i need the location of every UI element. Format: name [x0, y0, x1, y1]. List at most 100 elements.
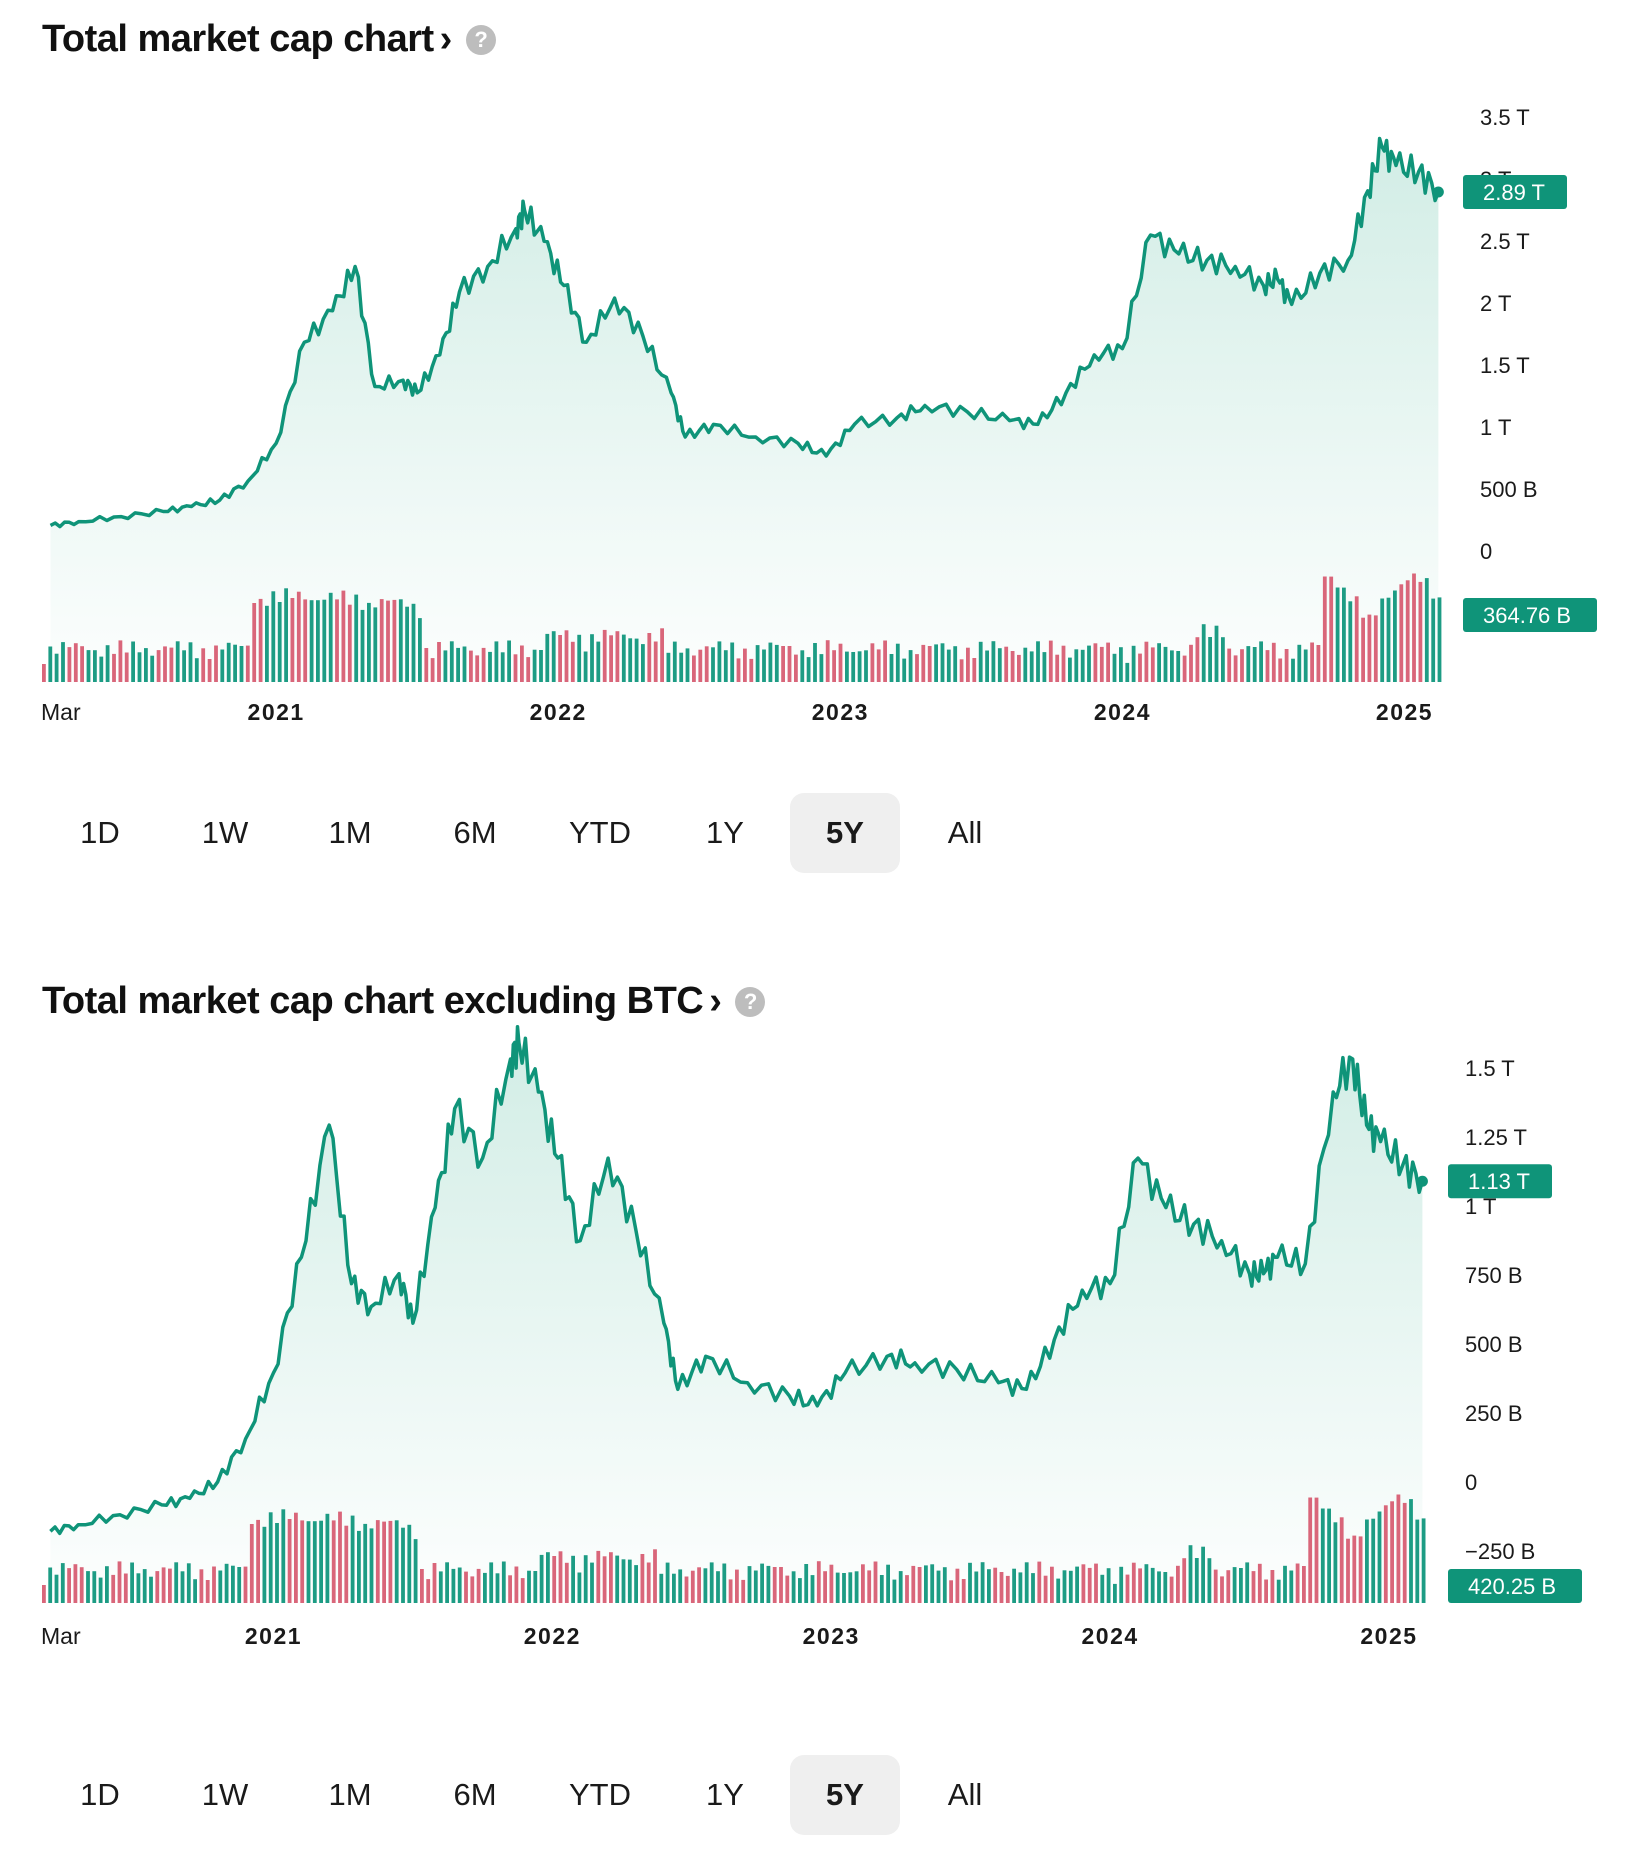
volume-bar — [640, 1554, 645, 1603]
volume-bar — [704, 646, 709, 682]
volume-bar — [331, 1520, 336, 1603]
volume-bar — [1233, 655, 1238, 682]
volume-bar — [917, 1567, 922, 1603]
volume-bar — [413, 1539, 418, 1603]
volume-bar — [449, 641, 454, 682]
volume-bar — [1361, 617, 1365, 682]
volume-bar — [379, 599, 384, 682]
timeframe-1m[interactable]: 1M — [328, 1777, 372, 1812]
volume-bar — [373, 607, 378, 682]
timeframe-1y[interactable]: 1Y — [706, 1777, 744, 1812]
volume-bar — [67, 1568, 71, 1603]
volume-bar — [779, 1567, 783, 1603]
volume-bar — [551, 631, 556, 682]
volume-bar — [319, 1520, 323, 1603]
volume-bar — [898, 1571, 903, 1603]
volume-bar — [1251, 1571, 1256, 1603]
volume-bar — [961, 1579, 966, 1603]
volume-bar — [832, 650, 836, 682]
volume-bar — [363, 1523, 368, 1603]
volume-bar — [985, 650, 989, 682]
volume-bar — [357, 1530, 361, 1603]
volume-bar — [1182, 1558, 1187, 1603]
volume-bar — [736, 658, 741, 682]
volume-bar — [268, 1512, 273, 1603]
volume-bar — [1380, 598, 1385, 682]
volume-bar — [953, 646, 958, 682]
volume-bar — [798, 1578, 802, 1603]
volume-bar — [375, 1520, 380, 1603]
timeframe-1d[interactable]: 1D — [80, 815, 120, 850]
volume-bar — [86, 650, 91, 682]
timeframe-6m[interactable]: 6M — [453, 815, 497, 850]
help-icon[interactable]: ? — [735, 986, 766, 1017]
volume-bar — [621, 1559, 626, 1603]
help-icon[interactable]: ? — [465, 24, 496, 55]
volume-bar — [124, 652, 129, 682]
volume-bar — [1284, 649, 1289, 682]
current-value-badge-text: 2.89 T — [1483, 180, 1545, 205]
volume-bar — [895, 643, 900, 682]
volume-bar — [1048, 640, 1053, 682]
volume-bar — [489, 1562, 494, 1603]
timeframe-1w[interactable]: 1W — [201, 815, 249, 850]
volume-bar — [861, 1564, 865, 1603]
timeframe-6m[interactable]: 6M — [453, 1777, 497, 1812]
volume-bar — [513, 654, 518, 682]
volume-bar — [457, 1567, 462, 1603]
timeframe-5y[interactable]: 5Y — [790, 793, 900, 873]
volume-bar — [296, 591, 301, 682]
timeframe-all[interactable]: All — [947, 1777, 983, 1812]
volume-bar — [1314, 1497, 1319, 1603]
volume-bar — [1074, 649, 1079, 682]
volume-bar — [1189, 644, 1193, 682]
volume-bar — [813, 643, 817, 682]
volume-bar — [1270, 1570, 1275, 1603]
timeframe-1d[interactable]: 1D — [80, 1777, 120, 1812]
volume-bar — [1346, 1538, 1350, 1603]
timeframe-selector: 1D 1W 1M 6M YTD 1Y 5Y All — [40, 793, 1030, 873]
timeframe-all[interactable]: All — [947, 815, 983, 850]
volume-bar — [1367, 614, 1372, 682]
volume-bar — [495, 1573, 500, 1603]
timeframe-1m[interactable]: 1M — [328, 815, 372, 850]
chart-title[interactable]: Total market cap chart excluding BTC › ? — [42, 980, 766, 1023]
timeframe-ytd[interactable]: YTD — [569, 1777, 631, 1812]
timeframe-ytd[interactable]: YTD — [569, 815, 631, 850]
timeframe-1y[interactable]: 1Y — [706, 815, 744, 850]
volume-value-badge-text: 420.25 B — [1468, 1574, 1556, 1599]
volume-bar — [842, 1573, 846, 1603]
chart-title-text[interactable]: Total market cap chart excluding BTC — [42, 980, 704, 1022]
volume-bar — [303, 599, 308, 682]
chevron-right-icon[interactable]: › — [439, 18, 453, 60]
chart-title[interactable]: Total market cap chart › ? — [42, 18, 496, 61]
volume-bar — [207, 659, 212, 682]
volume-bar — [867, 1570, 872, 1603]
volume-bar — [394, 1520, 399, 1603]
volume-bar — [252, 603, 257, 682]
volume-bar — [306, 1521, 311, 1603]
volume-value-badge-text: 364.76 B — [1483, 603, 1571, 628]
chevron-right-icon[interactable]: › — [709, 980, 722, 1022]
x-tick-label: Mar — [41, 1623, 81, 1649]
volume-bar — [1004, 646, 1009, 682]
volume-bar — [335, 599, 339, 682]
volume-bar — [628, 638, 633, 682]
volume-bar — [800, 650, 805, 682]
x-tick-label: 2022 — [524, 1623, 581, 1649]
timeframe-5y[interactable]: 5Y — [790, 1755, 900, 1835]
y-tick-label: −250 B — [1465, 1539, 1535, 1564]
volume-bar — [1295, 1563, 1300, 1603]
volume-bar — [946, 649, 951, 682]
volume-bar — [1405, 580, 1410, 682]
chart-title-text[interactable]: Total market cap chart — [42, 18, 434, 60]
volume-bar — [149, 1576, 153, 1603]
volume-bar — [1322, 576, 1327, 682]
volume-bar — [54, 1574, 59, 1603]
timeframe-1w[interactable]: 1W — [201, 1777, 249, 1812]
volume-bar — [539, 1554, 544, 1603]
volume-bar — [1240, 649, 1244, 682]
volume-bar — [679, 652, 684, 682]
